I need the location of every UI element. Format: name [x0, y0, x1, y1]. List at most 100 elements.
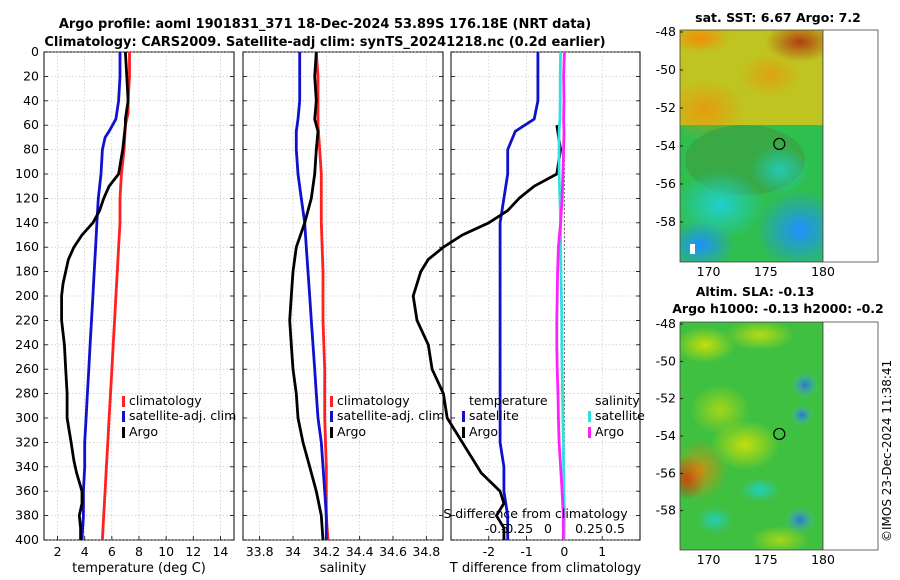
legend-label-temp-argo: Argo	[469, 424, 498, 439]
map-lon-label: 170	[697, 552, 721, 567]
sla-heatmap	[680, 322, 823, 550]
depth-tick-label: 380	[15, 508, 39, 523]
series-salinity-argo	[555, 51, 566, 540]
depth-tick-label: 160	[15, 239, 39, 254]
depth-tick-label: 0	[31, 44, 39, 59]
difference-legend: temperature satellite Argo salinity sate…	[462, 393, 645, 439]
x-tick-label: 4	[81, 544, 89, 559]
x-tick-label: 2	[54, 544, 62, 559]
map-lat-label: -50	[656, 62, 676, 77]
legend-swatch-sal-argo	[588, 427, 591, 438]
depth-tick-label: 240	[15, 337, 39, 352]
x-tick-label: -1	[520, 544, 532, 559]
salinity-panel: 33.8 34 34.2 34.4 34.6 34.8 salinity	[242, 51, 444, 576]
x-tick-label: 34.8	[412, 544, 440, 559]
depth-tick-label: 340	[15, 459, 39, 474]
x-axis-label: salinity	[320, 561, 367, 576]
top-tick-label: 0.25	[575, 521, 603, 536]
depth-tick-label: 60	[23, 117, 39, 132]
legend-swatch-sal-satellite	[588, 411, 591, 422]
legend-swatch-temp-satellite	[462, 411, 465, 422]
x-tick-label: 34.2	[312, 544, 340, 559]
series-satellite-adj-clim	[294, 52, 328, 540]
sst-heatmap	[680, 30, 823, 262]
credit-text: ©IMOS 23-Dec-2024 11:38:41	[880, 360, 894, 542]
depth-tick-label: 400	[15, 532, 39, 547]
x-tick-label: 1	[598, 544, 606, 559]
plot-frame	[242, 51, 444, 541]
depth-tick-label: 40	[23, 93, 39, 108]
map-lat-label: -48	[656, 24, 676, 39]
map-lon-label: 175	[754, 552, 778, 567]
x-tick-label: 8	[135, 544, 143, 559]
depth-tick-label: 140	[15, 215, 39, 230]
depth-tick-label: 220	[15, 312, 39, 327]
depth-tick-label: 200	[15, 288, 39, 303]
depth-tick-label: 100	[15, 166, 39, 181]
legend-label-sal-argo: Argo	[595, 424, 624, 439]
map-lat-label: -56	[656, 465, 676, 480]
sst-map-axes: -48 -50 -52 -54 -56 -58 170 175 180	[656, 24, 835, 279]
map-lat-label: -54	[656, 138, 676, 153]
sst-map-title: sat. SST: 6.67 Argo: 7.2	[695, 10, 861, 25]
legend-swatch-argo	[122, 427, 125, 438]
legend-label-argo: Argo	[129, 424, 158, 439]
depth-tick-label: 80	[23, 142, 39, 157]
x-tick-label: 33.8	[246, 544, 274, 559]
header-line-1: Argo profile: aoml 1901831_371 18-Dec-20…	[59, 17, 591, 32]
top-tick-label: -0.5	[485, 521, 509, 536]
top-tick-label: 0	[544, 521, 552, 536]
sla-map-title: Altim. SLA: -0.13	[696, 284, 815, 299]
x-tick-label: -2	[483, 544, 495, 559]
map-lon-label: 170	[697, 264, 721, 279]
x-axis-label: temperature (deg C)	[72, 561, 206, 576]
legend-label-salinity: salinity	[595, 393, 640, 408]
series-climatology	[314, 51, 330, 541]
legend-swatch-temp-argo	[462, 427, 465, 438]
salinity-legend: climatology satellite-adj. clim Argo	[330, 393, 444, 439]
sst-map-empty-area	[822, 29, 879, 263]
series-temperature-argo	[411, 124, 562, 540]
map-lon-label: 175	[754, 264, 778, 279]
legend-label-climatology: climatology	[129, 393, 202, 408]
temperature-legend: climatology satellite-adj. clim Argo	[122, 393, 236, 439]
depth-tick-label: 260	[15, 361, 39, 376]
legend-label-argo: Argo	[337, 424, 366, 439]
x-tick-label: 12	[185, 544, 201, 559]
map-lat-label: -50	[656, 353, 676, 368]
x-axis-label: T difference from climatology	[449, 561, 642, 576]
top-axis-label: S difference from climatology	[443, 506, 628, 521]
sla-map-empty-area	[822, 321, 879, 551]
depth-tick-label: 320	[15, 434, 39, 449]
difference-panel: -2 -1 0 1 T difference from climatology S dif…	[411, 51, 642, 576]
map-lon-label: 180	[811, 264, 835, 279]
map-lat-label: -58	[656, 503, 676, 518]
sla-profile-marker	[773, 427, 786, 441]
map-lat-label: -56	[656, 176, 676, 191]
legend-swatch-satellite	[122, 411, 125, 422]
depth-tick-label: 300	[15, 410, 39, 425]
map-lat-label: -54	[656, 428, 676, 443]
legend-swatch-satellite	[330, 411, 333, 422]
header-line-2: Climatology: CARS2009. Satellite-adj cli…	[44, 35, 605, 50]
depth-tick-label: 20	[23, 68, 39, 83]
x-tick-label: 10	[158, 544, 174, 559]
x-tick-label: 6	[108, 544, 116, 559]
legend-swatch-climatology	[330, 396, 333, 407]
x-tick-label: 0	[560, 544, 568, 559]
depth-tick-label: 120	[15, 190, 39, 205]
depth-tick-label: 180	[15, 264, 39, 279]
legend-label-temperature: temperature	[469, 393, 548, 408]
sst-profile-marker	[773, 137, 786, 151]
map-lat-label: -48	[656, 316, 676, 331]
legend-label-temp-satellite: satellite	[469, 408, 519, 423]
map-lon-label: 180	[811, 552, 835, 567]
legend-swatch-climatology	[122, 396, 125, 407]
legend-label-satellite: satellite-adj. clim	[129, 408, 236, 423]
series-temperature-satellite	[498, 52, 540, 540]
sla-map-subtitle: Argo h1000: -0.13 h2000: -0.2	[672, 301, 884, 316]
legend-label-sal-satellite: satellite	[595, 408, 645, 423]
series-argo	[60, 51, 130, 540]
series-satellite-adj-clim	[80, 52, 122, 541]
